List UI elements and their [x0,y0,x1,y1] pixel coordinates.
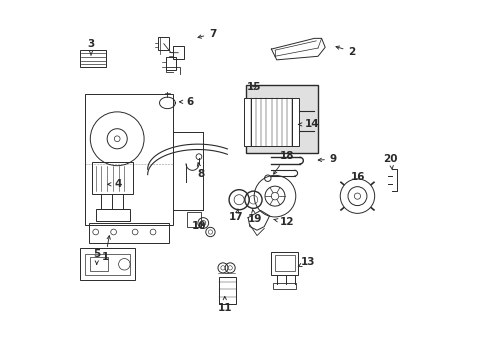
Bar [246,85,317,153]
Bar [292,98,298,146]
Text: 17: 17 [229,209,244,221]
Bar [92,162,133,194]
Bar [90,257,108,271]
Text: 1: 1 [102,236,110,262]
Text: 14: 14 [298,120,319,129]
Text: 6: 6 [179,97,193,107]
Text: 19: 19 [247,210,261,224]
Text: 10: 10 [191,221,205,231]
Bar [158,37,169,50]
Text: 18: 18 [273,150,293,174]
Bar [271,252,298,275]
Bar [88,223,169,243]
Text: 3: 3 [87,40,95,55]
Text: 7: 7 [198,29,216,39]
Bar [165,57,176,70]
Bar [80,248,135,280]
Text: 8: 8 [197,163,204,179]
Text: 2: 2 [335,46,355,57]
Bar [273,283,296,289]
Text: 9: 9 [318,154,336,164]
Text: 13: 13 [298,257,315,267]
Text: 20: 20 [383,154,397,170]
Bar [250,98,292,146]
Text: 16: 16 [350,172,365,182]
Bar [274,255,294,271]
Bar [80,50,106,67]
Text: 5: 5 [93,248,100,264]
Bar [96,209,129,221]
Bar [85,94,172,225]
Bar [244,98,250,146]
Bar [172,46,183,59]
Text: 11: 11 [217,297,231,314]
Bar [218,277,235,304]
Text: 4: 4 [107,179,122,189]
Bar [187,212,201,226]
Bar [85,253,129,275]
Text: 12: 12 [273,217,293,227]
Text: 15: 15 [247,82,261,93]
